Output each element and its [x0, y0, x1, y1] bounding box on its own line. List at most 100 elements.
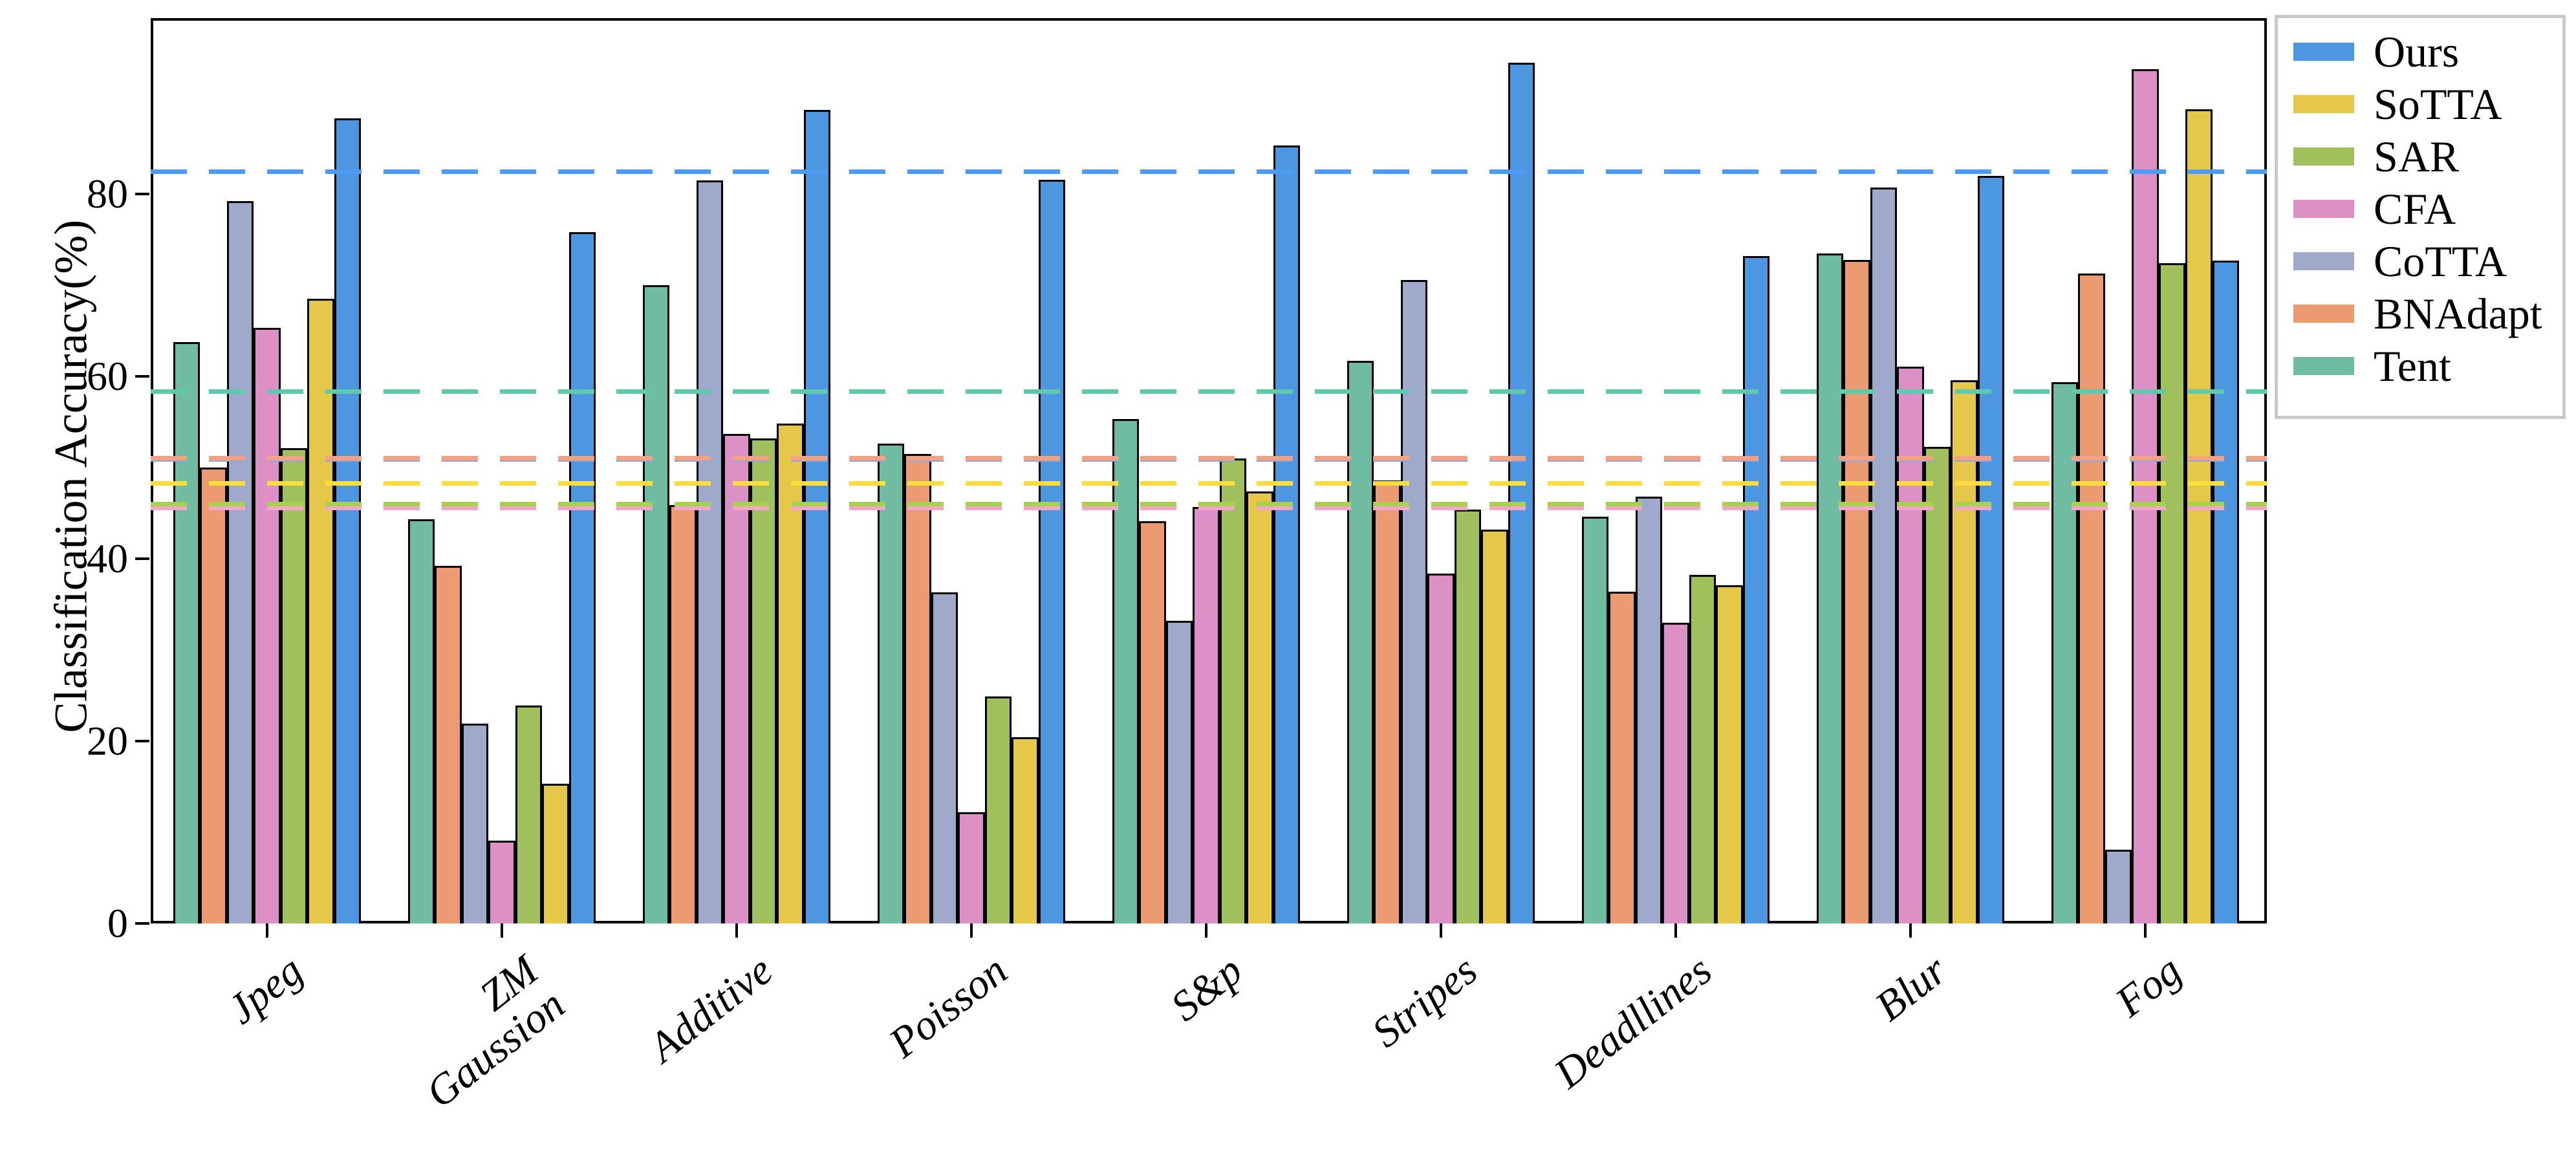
bar-bnadapt-5 — [1374, 480, 1401, 923]
legend-item-ours: Ours — [2278, 26, 2562, 78]
bar-sar-1 — [515, 706, 543, 923]
bar-ours-2 — [803, 110, 830, 923]
bar-bnadapt-8 — [2078, 273, 2105, 923]
bar-tent-2 — [643, 285, 670, 923]
bar-sotta-7 — [1951, 380, 1978, 923]
bar-sar-3 — [984, 696, 1012, 923]
bar-sotta-8 — [2185, 109, 2213, 923]
bar-cotta-5 — [1400, 279, 1428, 923]
bar-cfa-7 — [1897, 366, 1924, 923]
y-tick-mark — [135, 740, 149, 743]
bar-sar-6 — [1689, 575, 1716, 923]
bar-cotta-4 — [1165, 620, 1193, 923]
bar-cfa-6 — [1662, 622, 1689, 923]
legend-swatch-cotta — [2293, 252, 2354, 270]
bar-sar-8 — [2158, 263, 2186, 923]
bar-ours-1 — [568, 232, 596, 923]
bar-sar-0 — [280, 448, 308, 923]
bar-sotta-3 — [1012, 737, 1039, 923]
bar-bnadapt-3 — [904, 453, 931, 923]
legend-item-bnadapt: BNAdapt — [2278, 288, 2562, 340]
y-tick-label: 40 — [87, 535, 128, 582]
y-tick-mark — [135, 193, 149, 196]
legend-item-label: BNAdapt — [2374, 289, 2542, 338]
x-tick-mark — [1440, 923, 1442, 938]
bar-cotta-6 — [1635, 497, 1663, 923]
mean-line-bnadapt — [151, 455, 2267, 460]
bar-bnadapt-1 — [435, 566, 462, 923]
bar-cotta-8 — [2105, 849, 2132, 923]
mean-line-cfa — [151, 506, 2267, 511]
bar-sar-2 — [750, 438, 777, 923]
legend-item-sotta: SoTTA — [2278, 78, 2562, 130]
bar-ours-5 — [1508, 63, 1535, 923]
bar-tent-8 — [2051, 382, 2079, 923]
bar-cfa-3 — [958, 812, 985, 923]
bar-tent-3 — [878, 444, 905, 923]
bar-sotta-1 — [542, 784, 569, 923]
bar-tent-4 — [1112, 419, 1140, 923]
legend-item-cfa: CFA — [2278, 183, 2562, 235]
legend-swatch-cfa — [2293, 200, 2354, 218]
mean-line-ours — [151, 169, 2267, 174]
x-tick-label: Additive — [640, 946, 782, 1072]
bar-ours-8 — [2212, 261, 2239, 923]
x-tick-label: Fog — [2106, 946, 2191, 1026]
bar-sotta-0 — [307, 299, 334, 923]
x-tick-label: Blur — [1866, 946, 1956, 1031]
bar-sotta-5 — [1481, 529, 1508, 923]
legend-swatch-sar — [2293, 147, 2354, 166]
legend-item-label: CFA — [2374, 184, 2456, 233]
legend-item-sar: SAR — [2278, 131, 2562, 182]
y-tick-label: 20 — [87, 718, 128, 764]
legend-item-label: Tent — [2374, 341, 2451, 391]
bar-cotta-1 — [461, 724, 489, 923]
bar-cotta-3 — [931, 592, 958, 923]
legend-swatch-tent — [2293, 357, 2354, 375]
legend: Ours SoTTA SAR CFA CoTTA BNAdapt Tent — [2275, 15, 2566, 419]
x-tick-mark — [970, 923, 973, 938]
bar-sotta-6 — [1716, 585, 1743, 923]
x-tick-label: S&p — [1162, 946, 1251, 1031]
x-tick-label: Stripes — [1363, 946, 1486, 1057]
y-tick-mark — [135, 557, 149, 561]
bar-ours-3 — [1038, 179, 1065, 923]
bar-tent-7 — [1817, 253, 1844, 923]
bar-sar-7 — [1923, 446, 1951, 923]
bar-ours-6 — [1742, 255, 1770, 923]
x-tick-mark — [1674, 923, 1677, 938]
x-tick-mark — [501, 923, 503, 938]
x-tick-mark — [2144, 923, 2147, 938]
mean-line-sar — [151, 502, 2267, 507]
mean-line-tent — [151, 389, 2267, 394]
legend-swatch-ours — [2293, 43, 2354, 61]
legend-item-tent: Tent — [2278, 340, 2562, 392]
bar-bnadapt-2 — [669, 504, 697, 923]
y-tick-mark — [135, 375, 149, 378]
bar-bnadapt-7 — [1843, 259, 1870, 923]
mean-line-sotta — [151, 481, 2267, 486]
bar-bnadapt-4 — [1139, 521, 1166, 923]
bar-cfa-5 — [1427, 573, 1455, 923]
bar-cotta-2 — [696, 180, 724, 923]
bar-ours-0 — [334, 118, 361, 923]
bar-cfa-8 — [2132, 69, 2159, 923]
legend-item-label: SoTTA — [2374, 80, 2502, 129]
bar-sar-5 — [1454, 509, 1482, 923]
x-tick-mark — [735, 923, 738, 938]
bar-cfa-1 — [488, 840, 515, 923]
bar-bnadapt-6 — [1608, 591, 1636, 923]
bar-tent-6 — [1582, 517, 1609, 923]
x-tick-mark — [1909, 923, 1912, 938]
bar-tent-1 — [408, 519, 435, 923]
bar-sar-4 — [1219, 458, 1247, 923]
x-tick-mark — [1205, 923, 1207, 938]
legend-item-cotta: CoTTA — [2278, 235, 2562, 287]
y-tick-label: 60 — [87, 353, 128, 400]
bar-tent-5 — [1347, 361, 1374, 923]
legend-item-label: CoTTA — [2374, 237, 2507, 286]
x-tick-label: Poisson — [880, 946, 1017, 1067]
y-tick-label: 80 — [87, 171, 128, 217]
bar-cfa-2 — [723, 433, 750, 923]
